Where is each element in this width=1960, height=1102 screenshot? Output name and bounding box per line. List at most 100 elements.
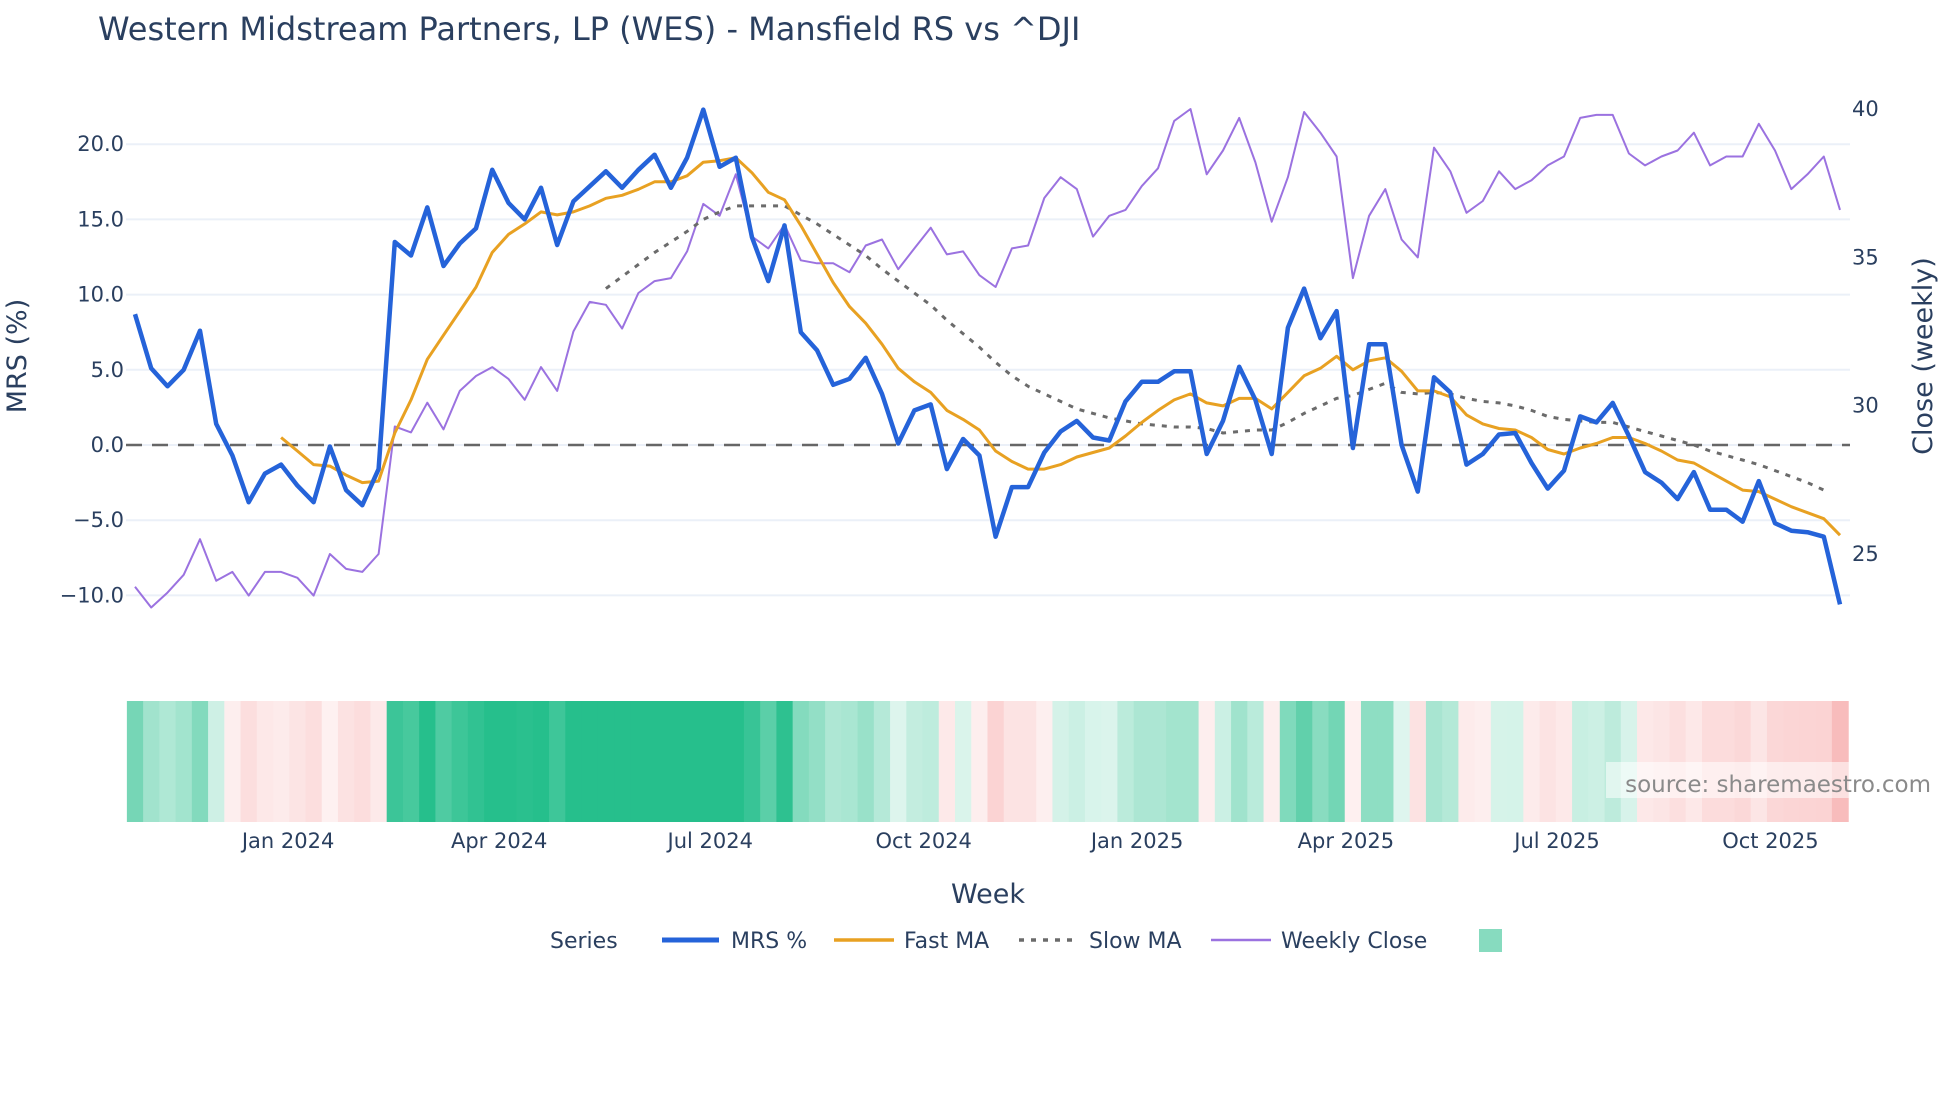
legend-item[interactable]: MRS %: [662, 929, 807, 954]
legend-label: Slow MA: [1089, 929, 1182, 954]
heatmap-cell: [841, 701, 859, 822]
heatmap-cell: [1344, 701, 1362, 822]
heatmap-cell: [175, 701, 193, 822]
heatmap-cell: [1474, 701, 1492, 822]
legend-item[interactable]: Weekly Close: [1211, 929, 1427, 954]
heatmap-cell: [1393, 701, 1411, 822]
heatmap-cell: [1490, 701, 1508, 822]
series-line-mrs: [132, 107, 1843, 605]
series-line-fast-ma: [280, 156, 1842, 537]
heatmap-cell: [1312, 701, 1330, 822]
x-tick-label: Oct 2025: [1722, 829, 1818, 853]
heatmap-cell: [484, 701, 501, 822]
y-tick-label: 10.0: [77, 283, 124, 307]
heatmap-cell: [532, 701, 550, 822]
heatmap-cell: [760, 701, 778, 822]
heatmap-cell: [159, 701, 177, 822]
legend-item[interactable]: Fast MA: [834, 929, 989, 954]
chart-title: Western Midstream Partners, LP (WES) - M…: [98, 10, 1080, 48]
heatmap-cell: [516, 701, 534, 822]
heatmap-cell: [1036, 701, 1054, 822]
heatmap-cell: [402, 701, 420, 822]
heatmap-cell: [1799, 701, 1817, 822]
legend-label: Weekly Close: [1281, 929, 1427, 954]
x-tick-label: Apr 2024: [451, 829, 547, 853]
y-tick-label: 20.0: [77, 132, 124, 156]
legend-heatmap-swatch[interactable]: [1479, 929, 1502, 952]
heatmap-cell: [1620, 701, 1638, 822]
heatmap-cell: [435, 701, 453, 822]
heatmap-cell: [1572, 701, 1589, 822]
heatmap-cell: [906, 701, 924, 822]
heatmap-cell: [1766, 701, 1784, 822]
heatmap-cell: [614, 701, 631, 822]
heatmap-cell: [1214, 701, 1232, 822]
x-tick-label: Jan 2025: [1089, 829, 1184, 853]
heatmap-cell: [419, 701, 437, 822]
heatmap-cell: [1701, 701, 1719, 822]
series-line-weekly-close: [134, 108, 1841, 609]
x-tick-label: Jul 2025: [1512, 829, 1599, 853]
heatmap-cell: [808, 701, 826, 822]
heatmap-cell: [1133, 701, 1151, 822]
heatmap-cell: [1101, 701, 1119, 822]
heatmap-cell: [321, 701, 339, 822]
heatmap-cell: [1149, 701, 1167, 822]
heatmap-cell: [857, 701, 875, 822]
y-tick-label: −10.0: [60, 583, 124, 607]
heatmap-cell: [1718, 701, 1736, 822]
heatmap-cell: [549, 701, 566, 822]
heatmap-cell: [743, 701, 761, 822]
x-tick-label: Apr 2025: [1298, 829, 1394, 853]
x-tick-label: Jul 2024: [666, 829, 753, 853]
heatmap-cell: [987, 701, 1005, 822]
heatmap-cell: [143, 701, 160, 822]
heatmap-cell: [1831, 701, 1849, 822]
heatmap-cell: [1507, 701, 1524, 822]
heatmap-cell: [1003, 701, 1021, 822]
heatmap-cell: [922, 701, 940, 822]
heatmap-cell: [451, 701, 469, 822]
legend-item[interactable]: Slow MA: [1019, 929, 1182, 954]
heatmap-cell: [191, 701, 209, 822]
heatmap-cell: [1084, 701, 1102, 822]
heatmap-cell: [646, 701, 664, 822]
y2-axis-title: Close (weekly): [1908, 257, 1939, 455]
heatmap-cell: [1588, 701, 1606, 822]
x-axis-title: Week: [951, 879, 1025, 910]
heatmap-cell: [1247, 701, 1265, 822]
heatmap-cell: [1117, 701, 1135, 822]
legend: Series MRS % Fast MA Slow MA Weekly Close: [550, 929, 1502, 954]
gridlines: [126, 143, 1850, 597]
heatmap-cell: [1555, 701, 1573, 822]
heatmap-cell: [1685, 701, 1703, 822]
heatmap-cell: [1182, 701, 1200, 822]
heatmap-cell: [1425, 701, 1443, 822]
heatmap-cell: [1328, 701, 1346, 822]
heatmap-cell: [565, 701, 583, 822]
heatmap-cell: [662, 701, 680, 822]
source-note-bg: [1606, 762, 1860, 798]
heatmap-cell: [630, 701, 648, 822]
y-axis-title: MRS (%): [2, 299, 33, 414]
heatmap-cell: [1604, 701, 1622, 822]
heatmap-cell: [1669, 701, 1687, 822]
heatmap-cell: [224, 701, 242, 822]
heatmap-cell: [370, 701, 388, 822]
heatmap-cell: [581, 701, 599, 822]
heatmap-cell: [1734, 701, 1752, 822]
heatmap-cell: [792, 701, 810, 822]
heatmap-cell: [695, 701, 713, 822]
heatmap-cell: [1166, 701, 1183, 822]
heatmap-cell: [386, 701, 404, 822]
heatmap-cell: [256, 701, 274, 822]
heatmap-cell: [727, 701, 745, 822]
heatmap-cell: [597, 701, 615, 822]
y-axis-right: 40 35 30 25: [1852, 97, 1879, 566]
heatmap-cell: [711, 701, 729, 822]
heatmap-cell: [1019, 701, 1037, 822]
source-note: source: sharemaestro.com: [1625, 772, 1931, 798]
heatmap-cell: [873, 701, 891, 822]
heatmap-cell: [305, 701, 323, 822]
